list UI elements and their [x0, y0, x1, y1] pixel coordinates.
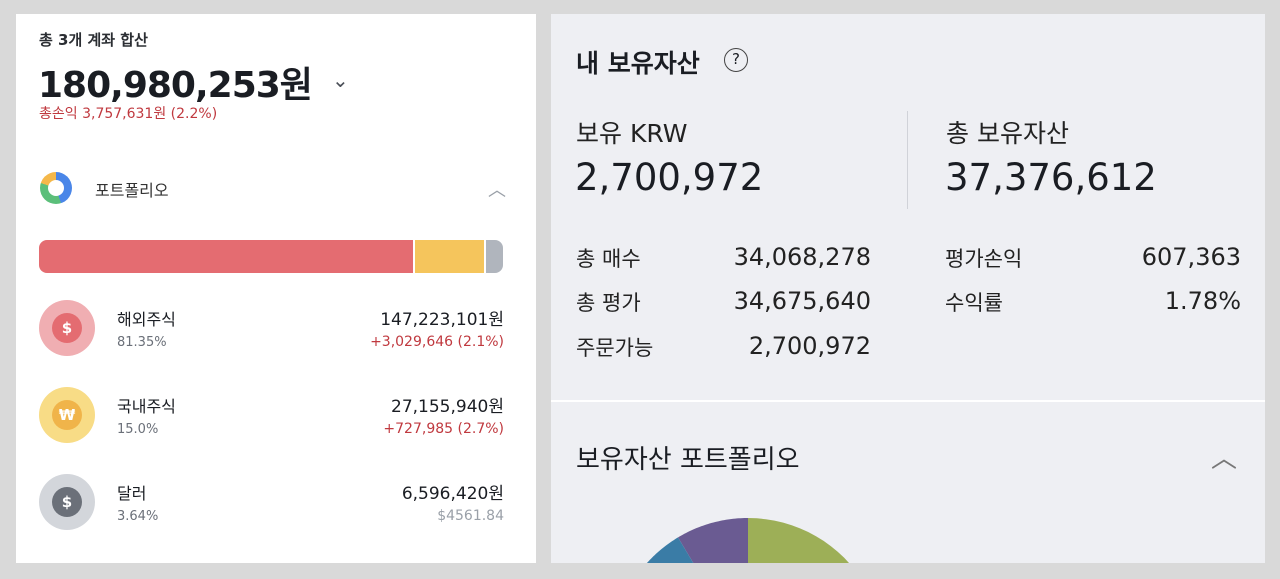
asset-icon-bg: $ [39, 474, 95, 530]
portfolio-bar-segment [39, 240, 414, 273]
pie-slice [748, 518, 849, 563]
pl-value: 607,363 [1141, 243, 1241, 271]
total-buy-label: 총 매수 [576, 247, 641, 271]
asset-percent: 3.64% [117, 509, 159, 524]
krw-value: 2,700,972 [575, 156, 764, 199]
asset-amount: 27,155,940원 [391, 397, 504, 417]
holdings-portfolio-title: 보유자산 포트폴리오 [576, 445, 800, 475]
asset-icon-bg: ₩ [39, 387, 95, 443]
total-buy-value: 34,068,278 [733, 243, 871, 271]
total-assets-value: 37,376,612 [945, 156, 1157, 199]
asset-amount: 147,223,101원 [380, 310, 504, 330]
total-profit: 총손익 3,757,631원 (2.2%) [39, 106, 218, 122]
pl-label: 평가손익 [945, 247, 1023, 271]
rate-value: 1.78% [1164, 287, 1241, 315]
asset-percent: 81.35% [117, 335, 167, 350]
chevron-up-icon[interactable]: ︿ [1211, 444, 1238, 474]
portfolio-label: 포트폴리오 [95, 181, 169, 200]
holdings-card: 내 보유자산 ? 보유 KRW 2,700,972 총 보유자산 37,376,… [551, 14, 1265, 563]
asset-row[interactable]: $ 해외주식 81.35% 147,223,101원 +3,029,646 (2… [16, 300, 536, 370]
asset-row[interactable]: $ 달러 3.64% 6,596,420원 $4561.84 [16, 474, 536, 544]
summary-title: 총 3개 계좌 합산 [39, 31, 148, 49]
asset-percent: 15.0% [117, 422, 159, 437]
total-eval-label: 총 평가 [576, 291, 641, 315]
total-assets-label: 총 보유자산 [946, 119, 1069, 148]
total-amount: 180,980,253원 [38, 65, 313, 106]
dollar-icon: $ [52, 487, 82, 517]
asset-change: +3,029,646 (2.1%) [370, 334, 504, 350]
holdings-pie [646, 518, 849, 563]
asset-change: $4561.84 [437, 508, 504, 524]
asset-change: +727,985 (2.7%) [383, 421, 504, 437]
portfolio-donut-icon [40, 172, 72, 204]
asset-icon-bg: $ [39, 300, 95, 356]
rate-label: 수익률 [945, 291, 1003, 315]
asset-name: 국내주식 [117, 397, 176, 416]
total-eval-value: 34,675,640 [733, 287, 871, 315]
dollar-icon: $ [52, 313, 82, 343]
chevron-up-icon[interactable]: ︿ [488, 180, 506, 201]
account-summary-card: 총 3개 계좌 합산 180,980,253원 ⌄ 총손익 3,757,631원… [16, 14, 536, 563]
help-icon[interactable]: ? [724, 48, 748, 72]
orderable-label: 주문가능 [576, 336, 654, 360]
asset-amount: 6,596,420원 [401, 484, 504, 504]
section-divider [551, 400, 1265, 402]
holdings-title: 내 보유자산 [576, 49, 700, 78]
pie-slice [646, 537, 694, 563]
portfolio-bar-segment [486, 240, 503, 273]
chevron-down-icon[interactable]: ⌄ [332, 68, 349, 92]
pie-slice [678, 518, 748, 563]
orderable-value: 2,700,972 [748, 332, 871, 360]
won-icon: ₩ [52, 400, 82, 430]
portfolio-bar-segment [415, 240, 485, 273]
asset-name: 해외주식 [117, 310, 176, 329]
krw-label: 보유 KRW [576, 119, 688, 148]
asset-row[interactable]: ₩ 국내주식 15.0% 27,155,940원 +727,985 (2.7%) [16, 387, 536, 457]
asset-name: 달러 [117, 484, 147, 503]
portfolio-bar [39, 240, 503, 273]
divider [907, 111, 908, 209]
